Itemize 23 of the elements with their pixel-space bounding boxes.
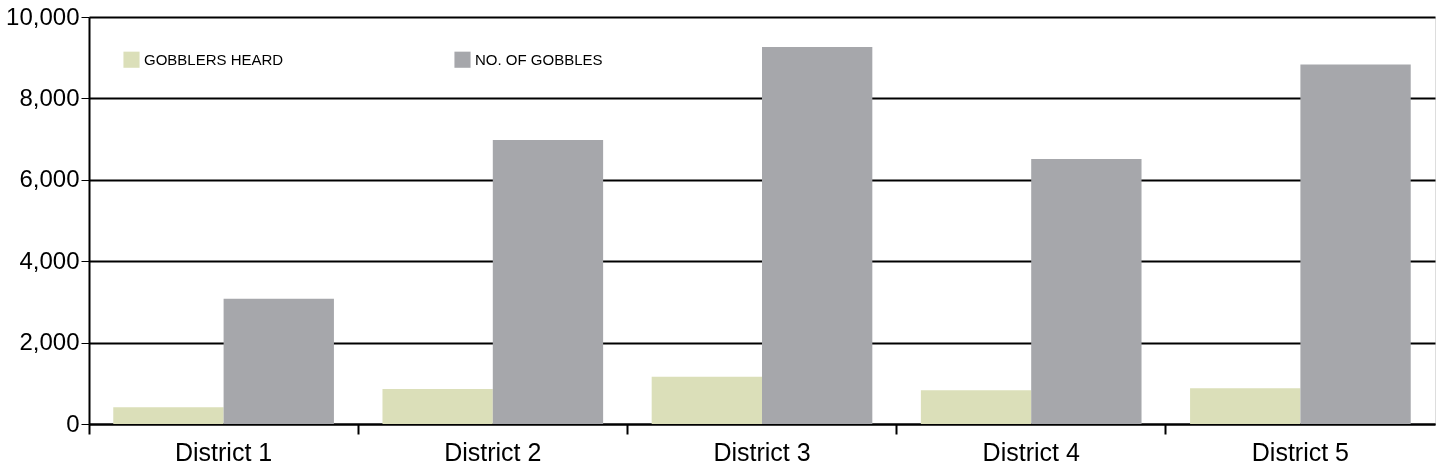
legend-label: GOBBLERS HEARD — [144, 50, 284, 68]
y-tick-label: 10,000 — [6, 2, 80, 30]
bar — [651, 376, 762, 424]
bar — [113, 407, 224, 424]
y-tick-label: 8,000 — [19, 83, 80, 111]
y-tick-label: 2,000 — [19, 328, 80, 356]
bar — [762, 47, 873, 424]
bar — [1031, 159, 1142, 424]
x-tick-label: District 5 — [1251, 437, 1350, 466]
y-tick-label: 4,000 — [19, 246, 80, 274]
bar — [223, 298, 334, 424]
y-tick-label: 0 — [66, 409, 80, 437]
bar — [492, 139, 604, 424]
legend-label: NO. OF GOBBLES — [475, 50, 603, 68]
x-tick-label: District 1 — [174, 437, 273, 466]
x-tick-label: District 4 — [982, 437, 1080, 466]
bar — [1190, 388, 1301, 424]
y-tick-label: 6,000 — [19, 165, 80, 193]
bar — [382, 389, 493, 424]
x-tick-label: District 2 — [444, 437, 542, 466]
x-tick-label: District 3 — [713, 437, 811, 466]
bar — [920, 390, 1032, 424]
bar — [1300, 64, 1411, 424]
